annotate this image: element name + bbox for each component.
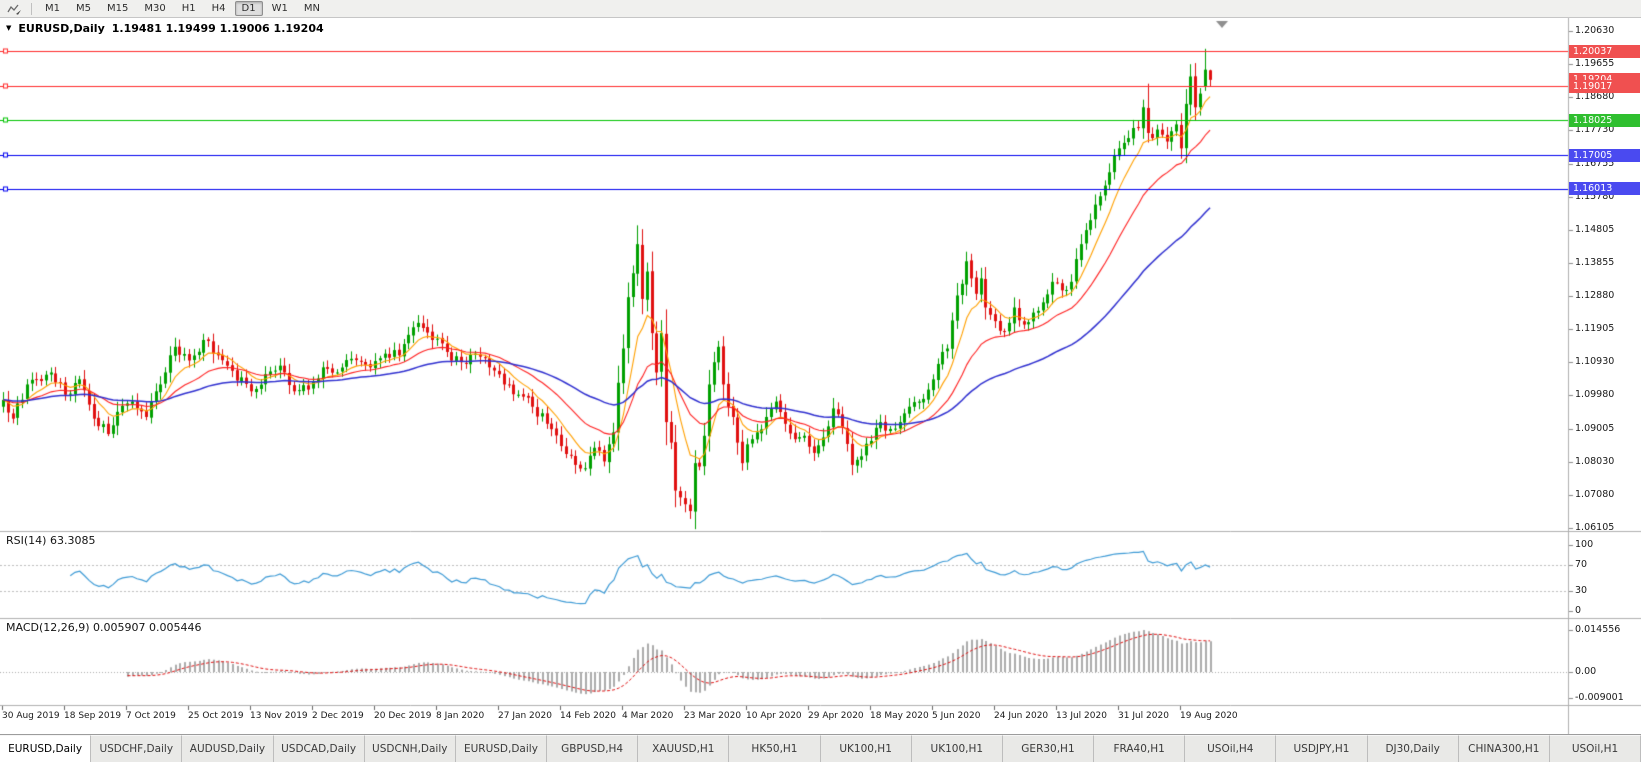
price-axis-label: 1.14805 — [1575, 223, 1615, 235]
chart-tab-gbpusd-h4[interactable]: GBPUSD,H4 — [547, 735, 639, 762]
chart-ohlc-values: 1.19481 1.19499 1.19006 1.19204 — [111, 22, 324, 35]
timeframe-buttons: M1 M5 M15 M30 H1 H4 D1 W1 MN — [38, 1, 327, 16]
chart-tab-xauusd-h1[interactable]: XAUUSD,H1 — [638, 735, 730, 762]
timeframe-button-m15[interactable]: M15 — [107, 3, 129, 14]
macd-axis-label: -0.009001 — [1575, 692, 1624, 703]
price-axis-label: 1.13855 — [1575, 256, 1615, 268]
price-axis-label: 1.11905 — [1575, 323, 1615, 335]
chart-tab-usdjpy-h1[interactable]: USDJPY,H1 — [1276, 735, 1368, 762]
rsi-axis-label: 30 — [1575, 585, 1588, 597]
macd-indicator-label: MACD(12,26,9) 0.005907 0.005446 — [6, 621, 202, 634]
chart-title: ▼ EURUSD,Daily 1.19481 1.19499 1.19006 1… — [6, 22, 324, 35]
chart-tab-ger30-h1[interactable]: GER30,H1 — [1002, 735, 1095, 762]
date-axis-label: 4 Mar 2020 — [622, 711, 674, 721]
date-axis-label: 18 May 2020 — [870, 711, 929, 721]
date-axis-label: 10 Apr 2020 — [746, 711, 802, 721]
chart-tab-china300-h1[interactable]: CHINA300,H1 — [1458, 735, 1550, 762]
date-axis-label: 24 Jun 2020 — [994, 711, 1049, 721]
date-axis-label: 5 Jun 2020 — [932, 711, 981, 721]
chart-marker-icon: ▼ — [6, 24, 12, 32]
date-axis-label: 7 Oct 2019 — [126, 711, 176, 721]
chart-tab-usoil-h4[interactable]: USOil,H4 — [1185, 735, 1277, 762]
date-axis-label: 13 Jul 2020 — [1056, 711, 1107, 721]
price-axis-label: 1.17730 — [1575, 124, 1615, 136]
chart-tab-dj30-daily[interactable]: DJ30,Daily — [1367, 735, 1459, 762]
date-axis-label: 27 Jan 2020 — [498, 711, 552, 721]
timeframe-button-mn[interactable]: MN — [303, 3, 320, 14]
date-axis-label: 14 Feb 2020 — [560, 711, 617, 721]
timeframe-button-h4[interactable]: H4 — [211, 3, 226, 14]
chart-symbol-period: EURUSD,Daily — [18, 22, 105, 35]
timeframe-button-d1[interactable]: D1 — [234, 1, 263, 16]
timeframe-button-m1[interactable]: M1 — [45, 3, 60, 14]
price-axis-label: 1.16755 — [1575, 157, 1615, 169]
price-axis-label: 1.19655 — [1575, 58, 1615, 70]
hline-price-tag: 1.19017 — [1569, 79, 1640, 93]
price-axis-label: 1.08030 — [1575, 455, 1615, 467]
chart-tab-usdchf-daily[interactable]: USDCHF,Daily — [91, 735, 183, 762]
rsi-indicator-label: RSI(14) 63.3085 — [6, 534, 95, 547]
chart-tab-fra40-h1[interactable]: FRA40,H1 — [1094, 735, 1186, 762]
macd-axis-label: 0.014556 — [1575, 624, 1621, 635]
date-axis-label: 25 Oct 2019 — [188, 711, 244, 721]
chart-tab-uk100-h1[interactable]: UK100,H1 — [820, 735, 912, 762]
candlestick-chart-canvas[interactable] — [0, 18, 1641, 734]
price-axis-label: 1.06105 — [1575, 522, 1615, 533]
price-axis-label: 1.12880 — [1575, 290, 1615, 302]
chart-tab-eurusd-daily[interactable]: EURUSD,Daily — [455, 735, 548, 762]
chart-tab-audusd-daily[interactable]: AUDUSD,Daily — [182, 735, 274, 762]
hline-price-tag: 1.18025 — [1569, 113, 1640, 127]
chart-tools-icon[interactable] — [4, 1, 25, 17]
date-axis-label: 2 Dec 2019 — [312, 711, 364, 721]
chart-tab-hk50-h1[interactable]: HK50,H1 — [729, 735, 821, 762]
date-axis-label: 8 Jan 2020 — [436, 711, 485, 721]
price-axis-label: 1.18680 — [1575, 91, 1615, 103]
timeframe-button-m5[interactable]: M5 — [76, 3, 91, 14]
chart-region: ▼ EURUSD,Daily 1.19481 1.19499 1.19006 1… — [0, 18, 1641, 734]
price-axis-label: 1.07080 — [1575, 488, 1615, 500]
timeframe-button-w1[interactable]: W1 — [271, 3, 288, 14]
price-axis-label: 1.09980 — [1575, 389, 1615, 401]
date-axis-label: 13 Nov 2019 — [250, 711, 308, 721]
date-axis-label: 20 Dec 2019 — [374, 711, 432, 721]
date-axis-label: 30 Aug 2019 — [2, 711, 60, 721]
date-axis-label: 23 Mar 2020 — [684, 711, 742, 721]
date-axis-label: 31 Jul 2020 — [1118, 711, 1169, 721]
rsi-axis-label: 100 — [1575, 539, 1594, 550]
timeframe-button-h1[interactable]: H1 — [181, 3, 196, 14]
chart-tabs-bar: EURUSD,Daily USDCHF,Daily AUDUSD,Daily USDC… — [0, 734, 1641, 762]
chart-tab-usdcnh-daily[interactable]: USDCNH,Daily — [364, 735, 456, 762]
price-axis-label: 1.09005 — [1575, 422, 1615, 434]
price-axis-label: 1.20630 — [1575, 25, 1615, 36]
toolbar-separator — [31, 2, 32, 15]
timeframe-toolbar: M1 M5 M15 M30 H1 H4 D1 W1 MN — [0, 0, 1641, 18]
date-axis-label: 29 Apr 2020 — [808, 711, 864, 721]
timeframe-button-m30[interactable]: M30 — [144, 3, 166, 14]
rsi-axis-label: 70 — [1575, 558, 1588, 570]
chart-tab-eurusd-daily[interactable]: EURUSD,Daily — [0, 735, 92, 762]
macd-values: 0.005907 0.005446 — [93, 621, 202, 634]
rsi-name: RSI(14) — [6, 534, 47, 547]
date-axis-label: 19 Aug 2020 — [1180, 711, 1238, 721]
price-axis-label: 1.15780 — [1575, 190, 1615, 202]
hline-price-tag: 1.20037 — [1569, 44, 1640, 58]
chart-tab-usdcad-daily[interactable]: USDCAD,Daily — [273, 735, 365, 762]
rsi-value: 63.3085 — [49, 534, 96, 547]
hline-price-tag: 1.16013 — [1569, 182, 1640, 196]
chart-tab-uk100-h1[interactable]: UK100,H1 — [911, 735, 1003, 762]
date-axis-label: 18 Sep 2019 — [64, 711, 122, 721]
chart-tab-usoil-h1[interactable]: USOil,H1 — [1549, 735, 1641, 762]
price-axis-label: 1.10930 — [1575, 356, 1615, 368]
macd-axis-label: 0.00 — [1575, 666, 1597, 678]
macd-name: MACD(12,26,9) — [6, 621, 90, 634]
rsi-axis-label: 0 — [1575, 605, 1582, 616]
hline-price-tag: 1.17005 — [1569, 148, 1640, 162]
